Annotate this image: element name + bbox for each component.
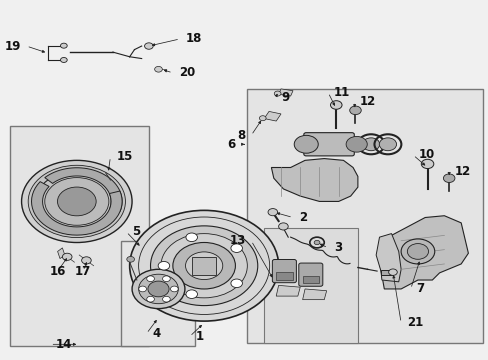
Circle shape: [259, 116, 265, 121]
Circle shape: [379, 138, 396, 151]
Circle shape: [173, 243, 235, 289]
Circle shape: [158, 261, 169, 270]
Circle shape: [61, 43, 67, 48]
Circle shape: [185, 252, 223, 280]
Polygon shape: [58, 248, 65, 258]
Text: 9: 9: [281, 91, 289, 104]
Text: 1: 1: [195, 330, 203, 343]
Text: 8: 8: [237, 129, 245, 142]
Circle shape: [62, 253, 72, 260]
Bar: [276, 272, 292, 280]
Circle shape: [294, 135, 318, 153]
Circle shape: [230, 244, 242, 252]
Text: 20: 20: [178, 66, 195, 79]
Text: 4: 4: [152, 327, 160, 340]
Circle shape: [28, 165, 125, 238]
Text: 12: 12: [359, 95, 375, 108]
Circle shape: [443, 174, 454, 183]
Text: 11: 11: [333, 86, 349, 99]
Text: 13: 13: [229, 234, 245, 247]
Text: 5: 5: [132, 225, 140, 238]
Circle shape: [139, 286, 146, 292]
Circle shape: [144, 43, 153, 49]
Circle shape: [421, 159, 433, 168]
Circle shape: [148, 281, 169, 297]
Bar: [380, 270, 392, 275]
Text: 21: 21: [406, 316, 422, 329]
Polygon shape: [264, 111, 281, 121]
Text: 7: 7: [416, 283, 424, 296]
Polygon shape: [375, 234, 400, 282]
Circle shape: [388, 269, 396, 275]
Polygon shape: [271, 158, 357, 202]
Text: 16: 16: [49, 265, 66, 278]
Text: 10: 10: [418, 148, 434, 162]
Bar: [264, 228, 357, 342]
Circle shape: [150, 226, 257, 306]
Text: 19: 19: [4, 40, 20, 53]
Circle shape: [139, 274, 178, 304]
Polygon shape: [45, 168, 122, 211]
Text: 18: 18: [185, 32, 202, 45]
Circle shape: [61, 58, 67, 63]
Circle shape: [146, 296, 154, 302]
Polygon shape: [276, 285, 300, 296]
Circle shape: [58, 187, 96, 216]
Text: 14: 14: [56, 338, 72, 351]
Circle shape: [21, 160, 132, 243]
Circle shape: [126, 256, 134, 262]
Circle shape: [349, 106, 361, 114]
Circle shape: [162, 296, 170, 302]
Text: 2: 2: [298, 211, 306, 224]
FancyBboxPatch shape: [272, 260, 296, 283]
Circle shape: [274, 91, 281, 96]
Circle shape: [154, 66, 162, 72]
FancyBboxPatch shape: [303, 133, 354, 156]
Text: 17: 17: [75, 265, 91, 278]
Polygon shape: [302, 289, 326, 300]
Circle shape: [146, 276, 154, 282]
Circle shape: [407, 244, 427, 259]
Circle shape: [400, 239, 434, 264]
Circle shape: [129, 210, 278, 321]
Circle shape: [170, 286, 178, 292]
Polygon shape: [31, 182, 122, 235]
Polygon shape: [278, 89, 292, 96]
Circle shape: [185, 290, 197, 298]
FancyBboxPatch shape: [298, 263, 322, 286]
Circle shape: [132, 269, 184, 309]
Circle shape: [161, 234, 247, 298]
Circle shape: [185, 233, 197, 242]
Bar: [192, 257, 216, 275]
Circle shape: [81, 257, 91, 264]
Circle shape: [278, 223, 287, 230]
Circle shape: [362, 138, 379, 151]
Text: 6: 6: [227, 138, 235, 151]
Circle shape: [330, 101, 341, 109]
Circle shape: [45, 177, 109, 225]
Bar: [121, 241, 195, 346]
Bar: [10, 126, 148, 346]
Circle shape: [230, 279, 242, 288]
Circle shape: [346, 136, 366, 152]
Text: 3: 3: [333, 241, 341, 255]
Circle shape: [162, 276, 170, 282]
Circle shape: [267, 208, 277, 216]
Bar: [247, 89, 482, 342]
Bar: [302, 275, 318, 283]
Text: 12: 12: [454, 165, 470, 177]
Polygon shape: [379, 216, 468, 289]
Text: 15: 15: [116, 150, 132, 163]
Circle shape: [313, 240, 319, 245]
